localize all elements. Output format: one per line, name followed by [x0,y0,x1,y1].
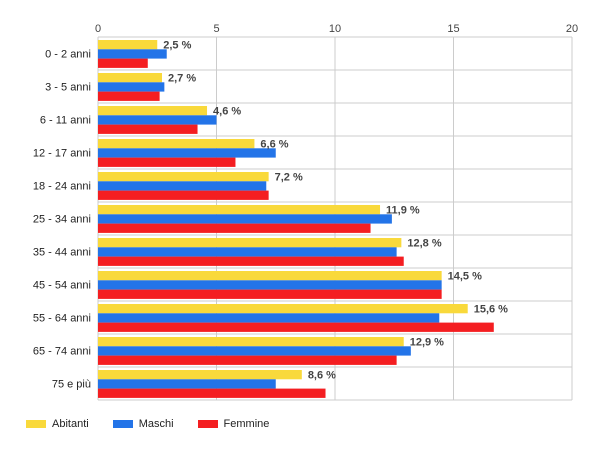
bar-femmine [98,124,198,134]
bar-abitanti [98,205,381,215]
bar-abitanti [98,370,302,380]
bar-abitanti [98,139,255,149]
category-label: 65 - 74 anni [33,346,91,358]
bar-femmine [98,91,160,101]
bar-femmine [98,355,397,365]
category-label: 35 - 44 anni [33,247,91,259]
x-tick-label: 15 [447,23,459,35]
bar-maschi [98,313,440,323]
bar-femmine [98,223,371,233]
bar-femmine [98,157,236,167]
legend-label: Abitanti [52,418,89,430]
bar-femmine [98,388,326,398]
grid-lines [97,36,573,401]
category-label: 0 - 2 anni [45,49,91,61]
bar-maschi [98,148,276,158]
legend-item-femmine: Femmine [197,418,270,430]
bar-abitanti [98,73,162,83]
bar-maschi [98,214,392,224]
bar-maschi [98,181,267,191]
bar-abitanti [98,172,269,182]
category-label: 55 - 64 anni [33,313,91,325]
category-label: 18 - 24 anni [33,181,91,193]
data-labels: 2,5 % 2,7 % 4,6 % 6,6 % 7,2 % 11,9 % 12,8 % 14,… [163,39,508,381]
legend-item-maschi: Maschi [112,418,174,430]
category-label: 12 - 17 anni [33,148,91,160]
bar-abitanti [98,106,208,116]
legend: Abitanti Maschi Femmine [26,416,293,432]
data-label: 12,8 % [407,237,441,249]
data-label: 7,2 % [275,171,303,183]
x-tick-label: 10 [329,23,341,35]
bars [98,40,494,398]
category-label: 3 - 5 anni [45,82,91,94]
legend-item-abitanti: Abitanti [26,418,89,430]
bar-maschi [98,49,167,59]
x-tick-label: 0 [95,23,101,35]
bar-femmine [98,256,404,266]
data-label: 2,5 % [163,39,191,51]
data-label: 4,6 % [213,105,241,117]
x-tick-label: 5 [213,23,219,35]
bar-maschi [98,115,217,125]
bar-maschi [98,247,397,257]
data-label: 11,9 % [386,204,420,216]
legend-label: Femmine [223,418,270,430]
x-axis-ticks: 0 5 10 15 20 [95,23,578,35]
bar-abitanti [98,304,468,314]
bar-femmine [98,289,442,299]
bar-abitanti [98,337,404,347]
bar-maschi [98,346,411,356]
legend-label: Maschi [138,418,174,430]
category-label: 25 - 34 anni [33,214,91,226]
bar-abitanti [98,40,158,50]
data-label: 14,5 % [448,270,482,282]
data-label: 8,6 % [308,369,336,381]
data-label: 2,7 % [168,72,196,84]
bar-maschi [98,379,276,389]
data-label: 15,6 % [474,303,508,315]
bar-femmine [98,322,494,332]
data-label: 12,9 % [410,336,444,348]
category-label: 75 e più [52,379,91,391]
legend-swatch [112,420,133,428]
bar-abitanti [98,271,442,281]
legend-swatch [197,420,218,428]
category-label: 6 - 11 anni [40,115,91,127]
legend-swatch [26,420,46,428]
bar-maschi [98,82,165,92]
category-label: 45 - 54 anni [33,280,91,292]
bar-femmine [98,58,148,68]
bar-maschi [98,280,442,290]
category-labels: 0 - 2 anni 3 - 5 anni 6 - 11 anni 12 - 17 a… [33,49,91,391]
x-tick-label: 20 [566,23,578,35]
data-label: 6,6 % [260,138,288,150]
bar-femmine [98,190,269,200]
bar-abitanti [98,238,402,248]
